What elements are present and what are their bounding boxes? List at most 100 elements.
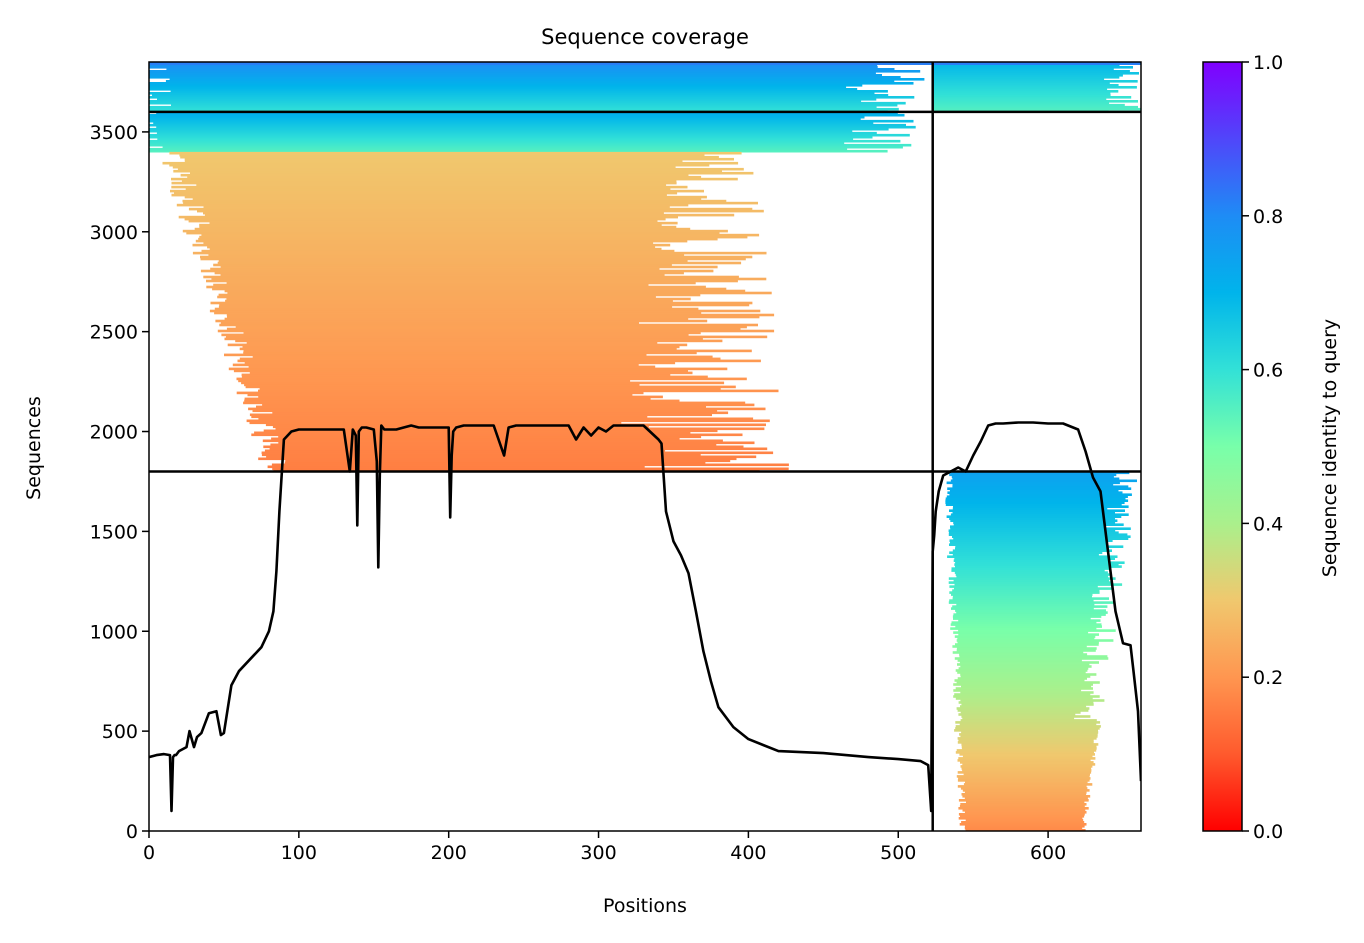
- coverage-strip: [183, 201, 759, 205]
- coverage-strip: [206, 285, 706, 289]
- coverage-strip: [224, 317, 689, 321]
- coverage-strip: [199, 223, 662, 227]
- coverage-strip: [954, 679, 1085, 682]
- coverage-strip: [945, 497, 1126, 500]
- coverage-strip: [960, 787, 1088, 790]
- coverage-strip: [956, 575, 1108, 578]
- coverage-strip: [224, 289, 746, 293]
- coverage-strip: [197, 209, 764, 213]
- coverage-strip: [149, 62, 1141, 65]
- coverage-strip: [932, 72, 1139, 75]
- coverage-strip: [171, 193, 667, 197]
- coverage-strip: [166, 68, 895, 71]
- coverage-strip: [951, 607, 1094, 610]
- coverage-strip: [961, 821, 1085, 824]
- coverage-strip: [215, 319, 708, 323]
- coverage-strip: [948, 581, 1113, 584]
- coverage-strip: [213, 263, 672, 267]
- coverage-strip: [961, 685, 1092, 688]
- coverage-strip: [949, 489, 1119, 492]
- coverage-strip: [244, 397, 651, 401]
- coverage-strip: [958, 701, 1094, 704]
- coverage-strip: [252, 409, 718, 413]
- coverage-strip: [947, 487, 1132, 490]
- coverage-strip: [958, 619, 1101, 622]
- coverage-strip: [184, 195, 707, 199]
- coverage-strip: [149, 92, 875, 95]
- coverage-strip: [955, 565, 1122, 568]
- coverage-strip: [950, 527, 1131, 530]
- coverage-strip: [258, 417, 754, 421]
- coverage-strip: [156, 111, 898, 115]
- coverage-strip: [946, 515, 1122, 518]
- coverage-strip: [271, 463, 789, 467]
- coverage-strip: [956, 681, 1100, 684]
- coverage-strip: [954, 587, 1113, 590]
- coverage-strip: [244, 399, 680, 403]
- coverage-block: [932, 62, 1141, 113]
- coverage-strip: [266, 455, 757, 459]
- coverage-strip: [954, 563, 1119, 566]
- coverage-strip: [956, 707, 1090, 710]
- coverage-strip: [950, 627, 1097, 630]
- coverage-strip: [169, 163, 710, 167]
- coverage-strip: [960, 673, 1097, 676]
- coverage-strip: [261, 453, 701, 457]
- coverage-strip: [259, 387, 721, 391]
- coverage-strip: [235, 339, 723, 343]
- coverage-strip: [270, 443, 717, 447]
- coverage-strip: [238, 379, 631, 383]
- coverage-strip: [949, 509, 1125, 512]
- coverage-strip: [952, 645, 1087, 648]
- coverage-strip: [950, 513, 1129, 516]
- coverage-strip: [249, 421, 622, 425]
- coverage-strip: [245, 385, 736, 389]
- coverage-strip: [149, 76, 901, 79]
- coverage-strip: [258, 457, 737, 461]
- x-axis-label: Positions: [603, 895, 687, 917]
- coverage-strip: [956, 639, 1114, 642]
- colorbar-tick-label: 0.0: [1253, 821, 1283, 843]
- coverage-strip: [960, 691, 1094, 694]
- axes: 0 100 200 300 400 500 600 0 500 1000 1500 2000 2500 3…: [90, 61, 1142, 864]
- coverage-strip: [264, 449, 666, 453]
- coverage-strip: [962, 795, 1091, 798]
- y-tick-label: 3500: [90, 122, 138, 144]
- coverage-strip: [218, 293, 701, 297]
- coverage-strip: [932, 78, 1105, 81]
- x-tick-label: 0: [143, 842, 155, 864]
- coverage-strip: [954, 693, 1091, 696]
- coverage-strip: [233, 369, 688, 373]
- coverage-strip: [185, 187, 671, 191]
- coverage-strip: [955, 561, 1125, 564]
- coverage-strip: [949, 591, 1100, 594]
- coverage-strip: [948, 529, 1116, 532]
- coverage-strip: [244, 361, 676, 365]
- x-tick-label: 400: [730, 842, 766, 864]
- coverage-strip: [961, 747, 1097, 750]
- coverage-strip: [953, 505, 1129, 508]
- coverage-strip: [964, 791, 1087, 794]
- coverage-strip: [955, 643, 1099, 646]
- coverage-strip: [256, 405, 706, 409]
- coverage-strip: [955, 687, 1093, 690]
- coverage-strip: [214, 271, 684, 275]
- coverage-strip: [932, 105, 1138, 109]
- coverage-strip: [200, 257, 746, 261]
- coverage-strip: [961, 743, 1099, 746]
- coverage-strip: [182, 199, 727, 203]
- coverage-strip: [217, 261, 742, 265]
- coverage-strip: [165, 80, 895, 83]
- coverage-strip: [179, 153, 705, 157]
- coverage-strip: [192, 197, 702, 201]
- coverage-strip: [949, 517, 1115, 520]
- x-tick-label: 100: [281, 842, 317, 864]
- coverage-strip: [228, 367, 728, 371]
- coverage-strip: [162, 161, 739, 165]
- coverage-strip: [960, 719, 1097, 722]
- coverage-strip: [964, 811, 1087, 814]
- coverage-strip: [957, 785, 1087, 788]
- coverage-strip: [149, 143, 912, 147]
- coverage-strip: [960, 761, 1094, 764]
